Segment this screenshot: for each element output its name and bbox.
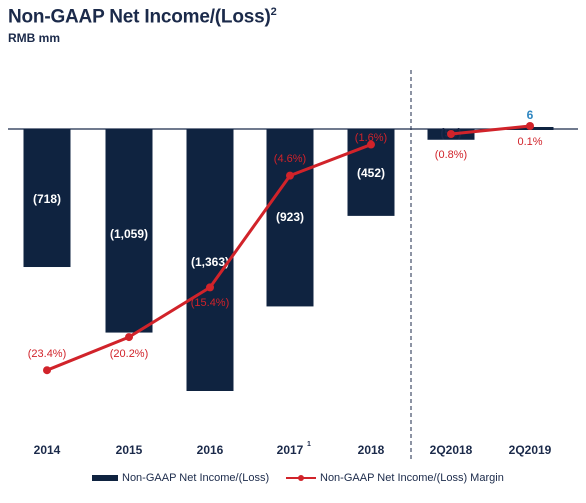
legend-line-label: Non-GAAP Net Income/(Loss) Margin [320, 472, 504, 484]
category-label-2017: 2017 [277, 443, 304, 457]
margin-point-2018 [367, 140, 375, 149]
margin-point-2Q2018 [447, 130, 455, 138]
bar-2017 [266, 129, 314, 307]
margin-line-quarterly [450, 124, 531, 136]
bar-value-label: (923) [276, 210, 304, 224]
legend-bar-swatch [92, 475, 118, 481]
bar-value-label: 6 [527, 108, 534, 122]
legend-item-bars: Non-GAAP Net Income/(Loss) [92, 472, 269, 484]
category-label-2014: 2014 [34, 443, 61, 457]
category-label-2016: 2016 [197, 443, 224, 457]
legend-bar-label: Non-GAAP Net Income/(Loss) [122, 472, 270, 484]
margin-value-label: (0.8%) [435, 149, 467, 161]
margin-point-2014 [43, 366, 51, 375]
chart-title: Non-GAAP Net Income/(Loss)2 [8, 6, 277, 28]
category-label-2Q2019: 2Q2019 [509, 443, 552, 457]
category-superscript: 1 [307, 441, 311, 448]
bar-2014 [23, 129, 71, 268]
margin-value-label: (4.6%) [274, 153, 306, 165]
title-superscript: 2 [270, 6, 277, 18]
margin-value-label: (20.2%) [110, 348, 149, 360]
legend-item-line: Non-GAAP Net Income/(Loss) Margin [286, 472, 504, 484]
margin-value-label: (23.4%) [28, 348, 67, 360]
category-label-2018: 2018 [358, 443, 385, 457]
combo-chart: (718)(1,059)(1,363)(923)(452)(56)6(23.4%… [8, 70, 578, 462]
bar-2015 [105, 129, 153, 333]
margin-value-label: (1.6%) [355, 132, 387, 144]
category-label-2Q2018: 2Q2018 [430, 443, 473, 457]
margin-point-2016 [206, 283, 214, 292]
bar-value-label: (718) [33, 192, 61, 206]
bar-value-label: (1,059) [110, 227, 148, 241]
bar-value-label: (1,363) [191, 255, 229, 269]
margin-point-2017 [286, 171, 294, 180]
margin-value-label: (15.4%) [191, 297, 230, 309]
legend-line-swatch [286, 473, 316, 483]
legend: Non-GAAP Net Income/(Loss) Non-GAAP Net … [0, 472, 586, 494]
category-label-2015: 2015 [116, 443, 143, 457]
bar-value-label: (452) [357, 166, 385, 180]
bar-2016 [186, 129, 234, 391]
margin-value-label: 0.1% [517, 136, 542, 148]
margin-point-2Q2019 [526, 122, 534, 130]
margin-point-2015 [125, 333, 133, 342]
unit-label: RMB mm [8, 31, 61, 45]
